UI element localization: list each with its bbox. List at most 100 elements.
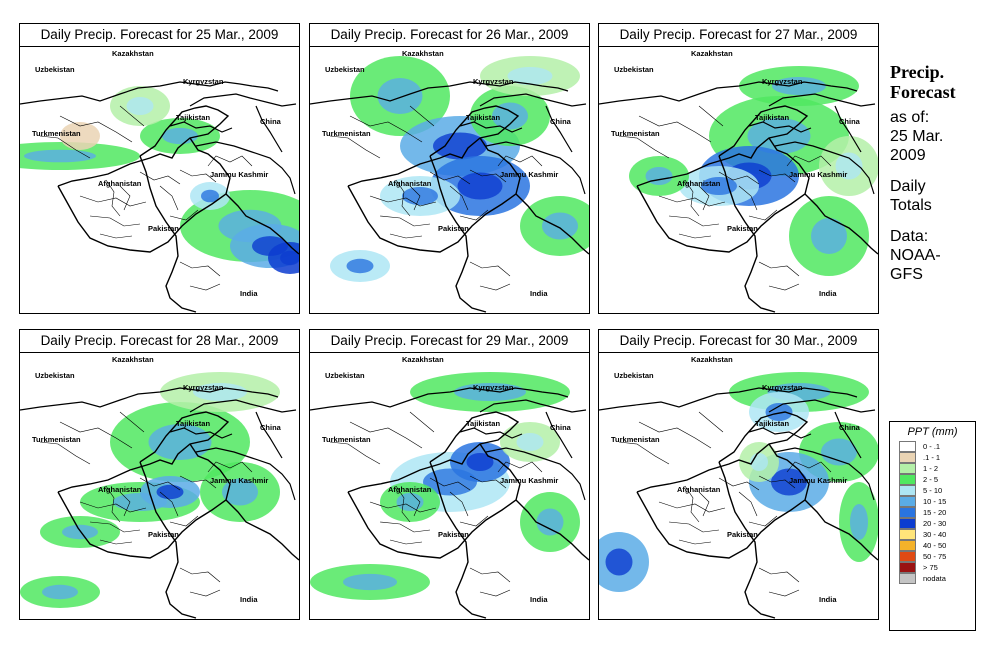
country-borders xyxy=(20,81,299,313)
precip-core xyxy=(835,152,863,180)
label-india: India xyxy=(240,289,258,298)
forecast-map-panel-4: Daily Precip. Forecast for 28 Mar., 2009 xyxy=(19,329,300,620)
label-afghanistan: Afghanistan xyxy=(98,485,142,494)
legend-entry: > 75 xyxy=(890,562,975,573)
label-tajikistan: Tajikistan xyxy=(466,419,500,428)
legend-entry: 40 - 50 xyxy=(890,540,975,551)
precip-core xyxy=(811,218,847,254)
legend-swatch xyxy=(899,518,916,529)
precip-core xyxy=(396,493,424,511)
label-turkmenistan: Turkmenistan xyxy=(611,435,660,444)
precip-core xyxy=(466,453,494,471)
legend-label: 15 - 20 xyxy=(923,508,947,517)
legend-swatch xyxy=(899,463,916,474)
precip-core xyxy=(156,484,184,500)
sidebar-heading-line1: Precip. xyxy=(890,62,945,82)
label-afghanistan: Afghanistan xyxy=(677,179,721,188)
label-uzbekistan: Uzbekistan xyxy=(35,371,75,380)
label-uzbekistan: Uzbekistan xyxy=(35,65,75,74)
label-turkmenistan: Turkmenistan xyxy=(611,129,660,138)
label-turkmenistan: Turkmenistan xyxy=(32,129,81,138)
label-uzbekistan: Uzbekistan xyxy=(325,371,365,380)
country-borders xyxy=(310,387,589,619)
precip-core xyxy=(193,383,247,401)
panel-title: Daily Precip. Forecast for 26 Mar., 2009 xyxy=(310,24,589,47)
precip-core xyxy=(377,78,423,114)
label-china: China xyxy=(550,423,572,432)
label-kyrgyzstan: Kyrgyzstan xyxy=(762,383,803,392)
legend-label: > 75 xyxy=(923,563,938,572)
label-afghanistan: Afghanistan xyxy=(388,485,432,494)
label-turkmenistan: Turkmenistan xyxy=(322,129,371,138)
precip-core xyxy=(62,524,98,540)
forecast-map-panel-6: Daily Precip. Forecast for 30 Mar., 2009 xyxy=(598,329,879,620)
label-kazakhstan: Kazakhstan xyxy=(112,49,154,58)
label-kazakhstan: Kazakhstan xyxy=(402,355,444,364)
label-kyrgyzstan: Kyrgyzstan xyxy=(762,77,803,86)
precip-core xyxy=(42,584,78,600)
label-india: India xyxy=(530,289,548,298)
data-line1: Data: xyxy=(890,228,929,245)
forecast-map-panel-3: Daily Precip. Forecast for 27 Mar., 2009 xyxy=(598,23,879,314)
precip-overlay xyxy=(310,372,580,600)
label-kyrgyzstan: Kyrgyzstan xyxy=(183,383,224,392)
precip-core xyxy=(222,478,258,506)
sidebar-heading-line2: Forecast xyxy=(890,82,956,102)
map-labels: Kazakhstan Uzbekistan Kyrgyzstan Tajikis… xyxy=(32,49,282,298)
label-kazakhstan: Kazakhstan xyxy=(112,355,154,364)
map-labels: Kazakhstan Uzbekistan Kyrgyzstan Tajikis… xyxy=(322,355,572,604)
precip-core xyxy=(457,172,503,200)
label-kyrgyzstan: Kyrgyzstan xyxy=(183,77,224,86)
label-afghanistan: Afghanistan xyxy=(388,179,432,188)
panel-title: Daily Precip. Forecast for 28 Mar., 2009 xyxy=(20,330,299,353)
label-india: India xyxy=(819,595,837,604)
precip-core xyxy=(492,102,528,130)
label-jammu-kashmir: Jammu Kashmir xyxy=(789,170,847,179)
totals-line2: Totals xyxy=(890,197,932,214)
label-afghanistan: Afghanistan xyxy=(677,485,721,494)
precip-core xyxy=(433,132,487,160)
legend-swatch xyxy=(899,474,916,485)
legend-entry: 0 - .1 xyxy=(890,441,975,452)
asof-line1: as of: xyxy=(890,109,930,126)
label-turkmenistan: Turkmenistan xyxy=(322,435,371,444)
legend-entry: 2 - 5 xyxy=(890,474,975,485)
label-tajikistan: Tajikistan xyxy=(755,113,789,122)
map-labels: Kazakhstan Uzbekistan Kyrgyzstan Tajikis… xyxy=(322,49,572,298)
label-kazakhstan: Kazakhstan xyxy=(402,49,444,58)
label-afghanistan: Afghanistan xyxy=(98,179,142,188)
ppt-legend: PPT (mm) 0 - .1 .1 - 1 1 - 2 2 - 5 5 - 10 10 … xyxy=(889,421,976,631)
label-uzbekistan: Uzbekistan xyxy=(614,371,654,380)
legend-label: nodata xyxy=(923,574,946,583)
precip-core xyxy=(126,97,154,115)
label-pakistan: Pakistan xyxy=(148,530,179,539)
legend-swatch xyxy=(899,573,916,584)
legend-title: PPT (mm) xyxy=(907,426,958,438)
legend-entry: 1 - 2 xyxy=(890,463,975,474)
legend-label: 0 - .1 xyxy=(923,442,941,451)
legend-swatch xyxy=(899,496,916,507)
precip-map: Kazakhstan Uzbekistan Kyrgyzstan Tajikis… xyxy=(310,352,589,619)
legend-label: 30 - 40 xyxy=(923,530,947,539)
legend-entry: 10 - 15 xyxy=(890,496,975,507)
precip-core xyxy=(24,149,96,163)
map-labels: Kazakhstan Uzbekistan Kyrgyzstan Tajikis… xyxy=(611,49,861,298)
precip-core xyxy=(645,167,673,185)
label-china: China xyxy=(550,117,572,126)
legend-entry: 20 - 30 xyxy=(890,518,975,529)
legend-label: 50 - 75 xyxy=(923,552,947,561)
legend-swatch xyxy=(899,529,916,540)
country-borders xyxy=(20,387,299,619)
legend-swatch xyxy=(899,562,916,573)
precip-area xyxy=(60,122,100,150)
legend-label: 2 - 5 xyxy=(923,475,939,484)
precip-core xyxy=(542,212,578,240)
precip-map: Kazakhstan Uzbekistan Kyrgyzstan Tajikis… xyxy=(20,46,299,313)
precip-overlay xyxy=(330,56,589,282)
label-tajikistan: Tajikistan xyxy=(176,419,210,428)
legend-entry: nodata xyxy=(890,573,975,584)
legend-entry: 15 - 20 xyxy=(890,507,975,518)
precip-overlay xyxy=(20,86,299,274)
map-labels: Kazakhstan Uzbekistan Kyrgyzstan Tajikis… xyxy=(32,355,282,604)
precip-core xyxy=(605,548,633,576)
